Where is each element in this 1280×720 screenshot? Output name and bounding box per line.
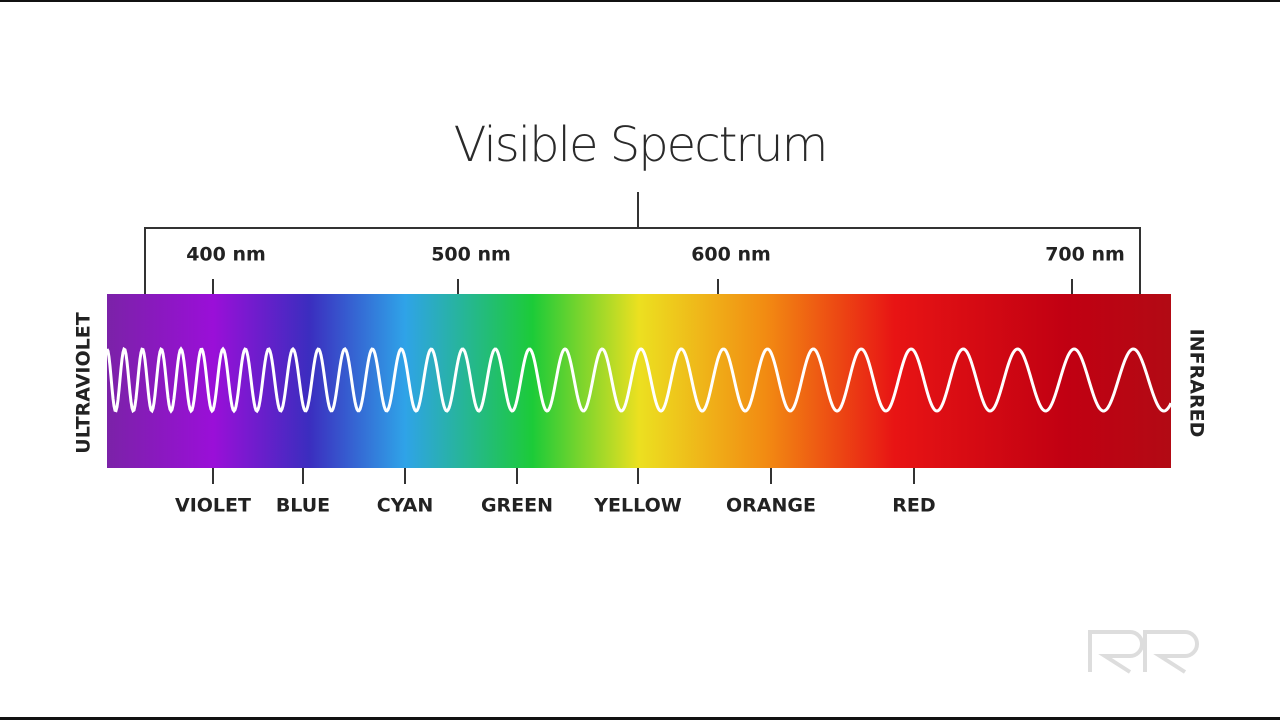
bottom-border <box>0 717 1280 720</box>
wavelength-label: 400 nm <box>186 244 266 266</box>
color-label: CYAN <box>377 495 434 517</box>
logo <box>1088 630 1199 674</box>
wavelength-label: 700 nm <box>1045 244 1125 266</box>
color-label: GREEN <box>481 495 553 517</box>
ultraviolet-label: ULTRAVIOLET <box>73 312 95 453</box>
color-label: BLUE <box>276 495 330 517</box>
color-label: RED <box>892 495 935 517</box>
wave <box>105 346 1173 414</box>
wavelength-label: 500 nm <box>431 244 511 266</box>
title: Visible Spectrum <box>454 117 827 173</box>
color-label: ORANGE <box>726 495 816 517</box>
wavelength-label: 600 nm <box>691 244 771 266</box>
bracket <box>144 192 1141 295</box>
spectrum-band <box>107 294 1171 468</box>
infrared-label: INFRARED <box>1186 329 1208 438</box>
top-border <box>0 0 1280 2</box>
color-label: VIOLET <box>175 495 251 517</box>
color-label: YELLOW <box>593 495 681 517</box>
